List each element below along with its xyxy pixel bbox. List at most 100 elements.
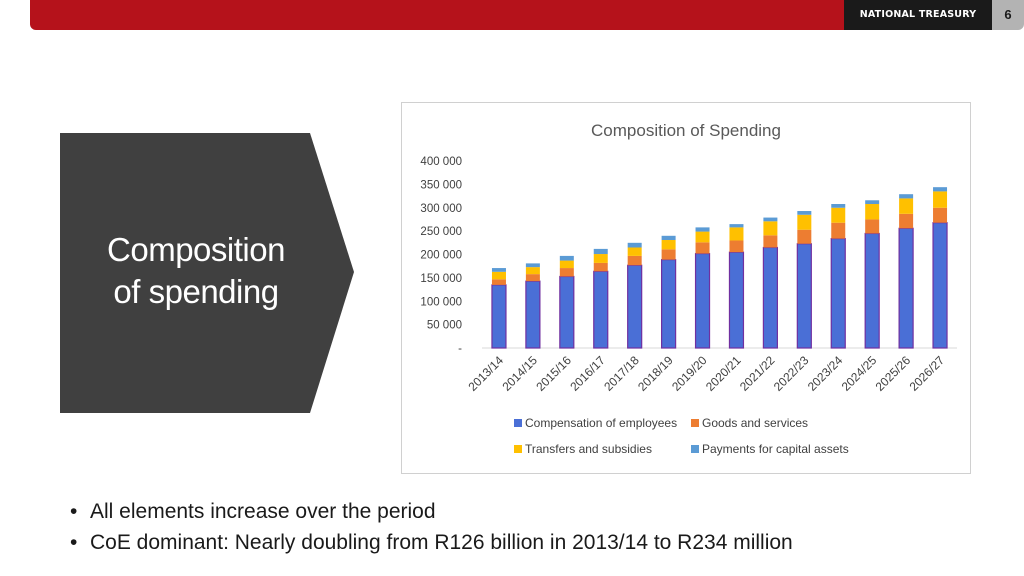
legend-label: Payments for capital assets [702,442,849,456]
bar-segment [831,222,846,239]
bar-segment [525,267,540,275]
y-tick-label: - [458,343,462,355]
bar-segment [593,262,608,272]
y-tick-label: 100 000 [420,296,462,308]
chart-frame: Composition of Spending - 50 000 100 000 15… [401,102,971,474]
y-tick-label: 150 000 [420,273,462,285]
section-title-box: Composition of spending [60,133,356,413]
legend-label: Compensation of employees [525,416,677,430]
x-tick-label: 2023/24 [805,353,846,394]
bar-segment [865,204,880,220]
bar-segment [559,260,574,269]
bullet-item: • CoE dominant: Nearly doubling from R126… [70,527,970,558]
bar-segment [864,232,880,349]
chart-title: Composition of Spending [591,121,781,140]
bullet-text: CoE dominant: Nearly doubling from R126 … [90,531,793,554]
bullet-icon: • [70,500,78,523]
bar-segment [899,213,914,229]
bar-segment [695,231,710,243]
x-tick-label: 2019/20 [669,353,710,394]
bar-segment [898,227,914,349]
bar-segment [661,249,676,260]
bar-segment [627,242,642,248]
bar-segment [831,207,846,223]
legend: Compensation of employees Goods and servi… [514,416,849,456]
bar-segment [797,229,812,244]
bar-segment [763,221,778,236]
bullet-icon: • [70,531,78,554]
bar-segment [762,246,778,349]
bar-segment [729,240,744,253]
x-tick-label: 2021/22 [737,353,778,394]
bar-segment [559,255,574,261]
y-tick-label: 200 000 [420,250,462,262]
legend-label: Goods and services [702,416,808,430]
bar-segment [729,227,744,241]
x-tick-label: 2017/18 [601,353,642,394]
x-tick-label: 2020/21 [703,353,744,394]
bar-segment [593,248,608,255]
bar-segment [559,268,574,277]
x-tick-label: 2024/25 [839,353,880,394]
y-tick-label: 250 000 [420,226,462,238]
bar-segment [933,187,948,192]
bullet-text: All elements increase over the period [90,500,436,523]
bar-segment [899,194,914,199]
bar-segment [763,217,778,222]
y-tick-label: 350 000 [420,179,462,191]
bullet-item: • All elements increase over the period [70,496,970,527]
bar-segment [796,243,812,349]
bar-segment [627,247,642,256]
x-tick-label: 2016/17 [567,353,608,394]
bars [491,187,948,349]
bar-segment [525,274,540,282]
bar-segment [695,227,710,232]
legend-swatch [514,419,522,427]
legend-label: Transfers and subsidies [525,442,652,456]
bar-segment [865,200,880,205]
bullet-list: • All elements increase over the period •… [70,496,970,558]
bar-segment [627,255,642,266]
bar-segment [525,280,541,349]
y-tick-label: 400 000 [420,156,462,168]
section-title: Composition of spending [107,231,285,310]
bar-segment [661,235,676,241]
bar-segment [593,270,609,349]
bar-segment [491,271,506,280]
chevron-shape-icon [60,133,354,413]
bar-segment [491,284,507,349]
x-tick-label: 2026/27 [907,353,948,394]
bar-segment [932,222,948,349]
x-tick-label: 2018/19 [635,353,676,394]
bar-segment [661,240,676,250]
header-bar: NATIONAL TREASURY 6 [30,0,1024,30]
bar-segment [763,235,778,248]
bar-segment [525,263,540,268]
bar-segment [729,224,744,228]
bar-segment [899,198,914,214]
stacked-bar-chart: Composition of Spending - 50 000 100 000 15… [420,121,957,456]
bar-segment [830,238,846,349]
x-tick-label: 2014/15 [499,353,540,394]
bar-segment [831,204,846,208]
bar-segment [728,251,745,349]
page-number: 6 [992,0,1024,30]
bar-segment [491,268,506,272]
brand-label: NATIONAL TREASURY [844,0,992,30]
bar-segment [491,279,506,285]
legend-swatch [514,445,522,453]
y-tick-label: 300 000 [420,203,462,215]
x-axis: 2013/142014/152015/162016/172017/182018/… [466,353,948,394]
bar-segment [865,219,880,234]
bar-segment [933,207,948,223]
bar-segment [933,191,948,208]
x-tick-label: 2025/26 [873,353,914,394]
y-axis: - 50 000 100 000 150 000 200 000 250 000 300 0… [420,156,957,355]
x-tick-label: 2022/23 [771,353,812,394]
y-tick-label: 50 000 [427,320,462,332]
bar-segment [695,242,710,254]
bar-segment [593,254,608,263]
x-tick-label: 2013/14 [466,353,507,394]
bar-segment [797,211,812,215]
legend-swatch [691,445,699,453]
